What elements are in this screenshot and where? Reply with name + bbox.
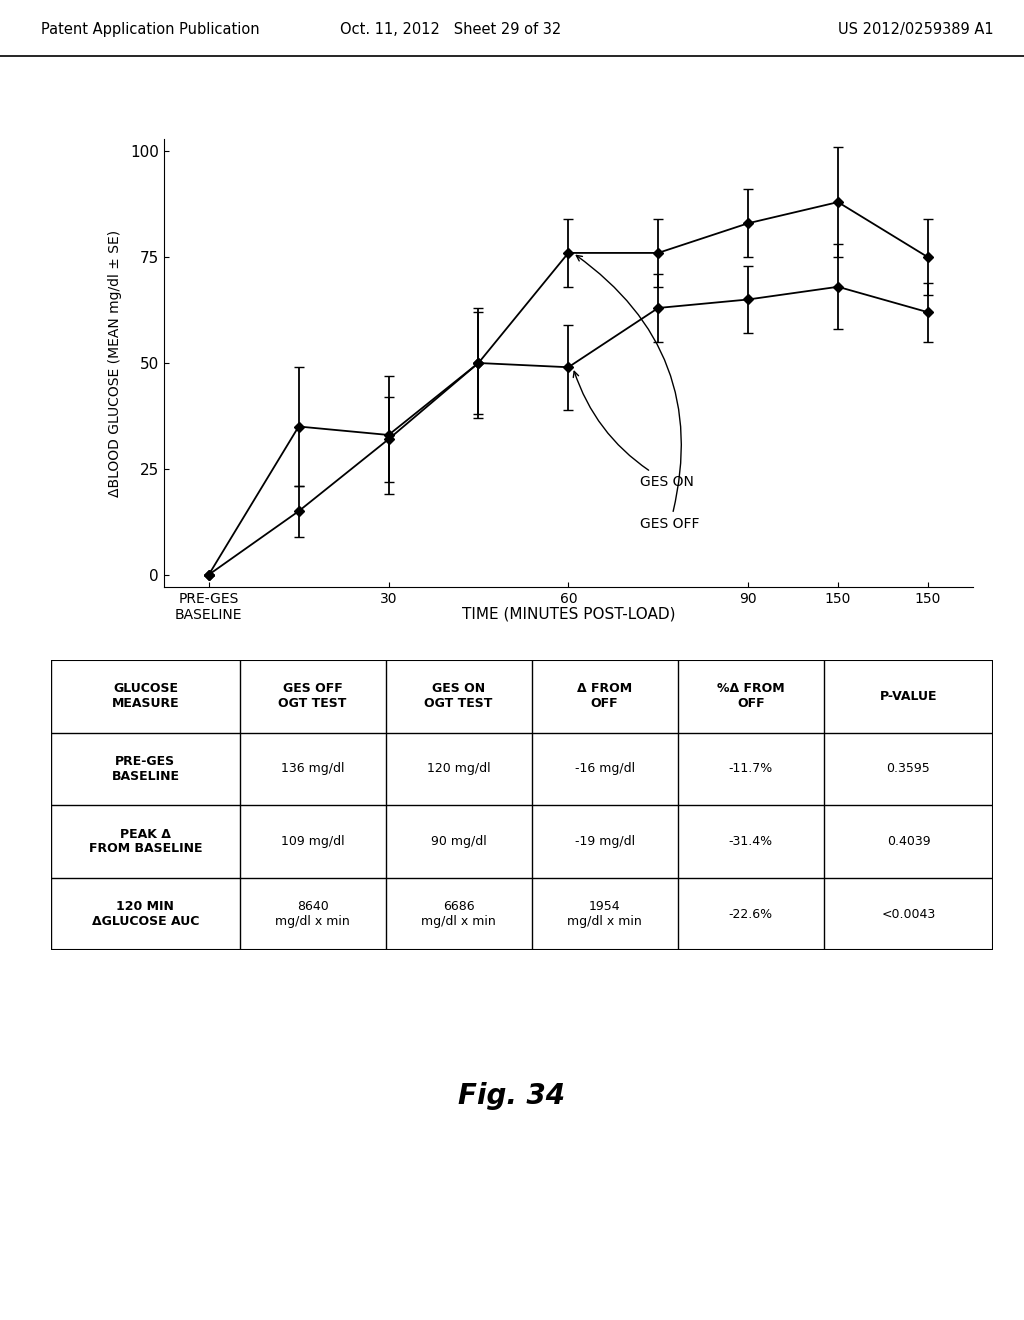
Text: -19 mg/dl: -19 mg/dl [574,836,635,847]
Text: 90 mg/dl: 90 mg/dl [431,836,486,847]
Text: -11.7%: -11.7% [728,763,773,775]
Text: <0.0043: <0.0043 [882,908,936,920]
Text: PRE-GES
BASELINE: PRE-GES BASELINE [112,755,179,783]
Text: 120 mg/dl: 120 mg/dl [427,763,490,775]
Text: GLUCOSE
MEASURE: GLUCOSE MEASURE [112,682,179,710]
Text: %Δ FROM
OFF: %Δ FROM OFF [717,682,784,710]
Text: Oct. 11, 2012   Sheet 29 of 32: Oct. 11, 2012 Sheet 29 of 32 [340,22,561,37]
Y-axis label: ΔBLOOD GLUCOSE (MEAN mg/dl ± SE): ΔBLOOD GLUCOSE (MEAN mg/dl ± SE) [108,230,122,496]
Text: GES OFF
OGT TEST: GES OFF OGT TEST [279,682,347,710]
Text: GES ON
OGT TEST: GES ON OGT TEST [425,682,493,710]
Text: 6686
mg/dl x min: 6686 mg/dl x min [421,900,496,928]
Text: Fig. 34: Fig. 34 [459,1081,565,1110]
Text: Patent Application Publication: Patent Application Publication [41,22,260,37]
Text: -31.4%: -31.4% [729,836,773,847]
Text: 0.3595: 0.3595 [887,763,931,775]
Text: 109 mg/dl: 109 mg/dl [281,836,344,847]
Text: Δ FROM
OFF: Δ FROM OFF [578,682,632,710]
Text: 120 MIN
ΔGLUCOSE AUC: 120 MIN ΔGLUCOSE AUC [92,900,199,928]
Text: US 2012/0259389 A1: US 2012/0259389 A1 [838,22,993,37]
Text: TIME (MINUTES POST-LOAD): TIME (MINUTES POST-LOAD) [462,607,675,622]
Text: P-VALUE: P-VALUE [880,690,937,702]
Text: 0.4039: 0.4039 [887,836,931,847]
Text: GES ON: GES ON [573,371,694,488]
Text: -22.6%: -22.6% [729,908,773,920]
Text: PEAK Δ
FROM BASELINE: PEAK Δ FROM BASELINE [89,828,202,855]
Text: 136 mg/dl: 136 mg/dl [281,763,344,775]
Text: 8640
mg/dl x min: 8640 mg/dl x min [275,900,350,928]
Text: GES OFF: GES OFF [577,256,699,531]
Text: 1954
mg/dl x min: 1954 mg/dl x min [567,900,642,928]
Text: -16 mg/dl: -16 mg/dl [574,763,635,775]
